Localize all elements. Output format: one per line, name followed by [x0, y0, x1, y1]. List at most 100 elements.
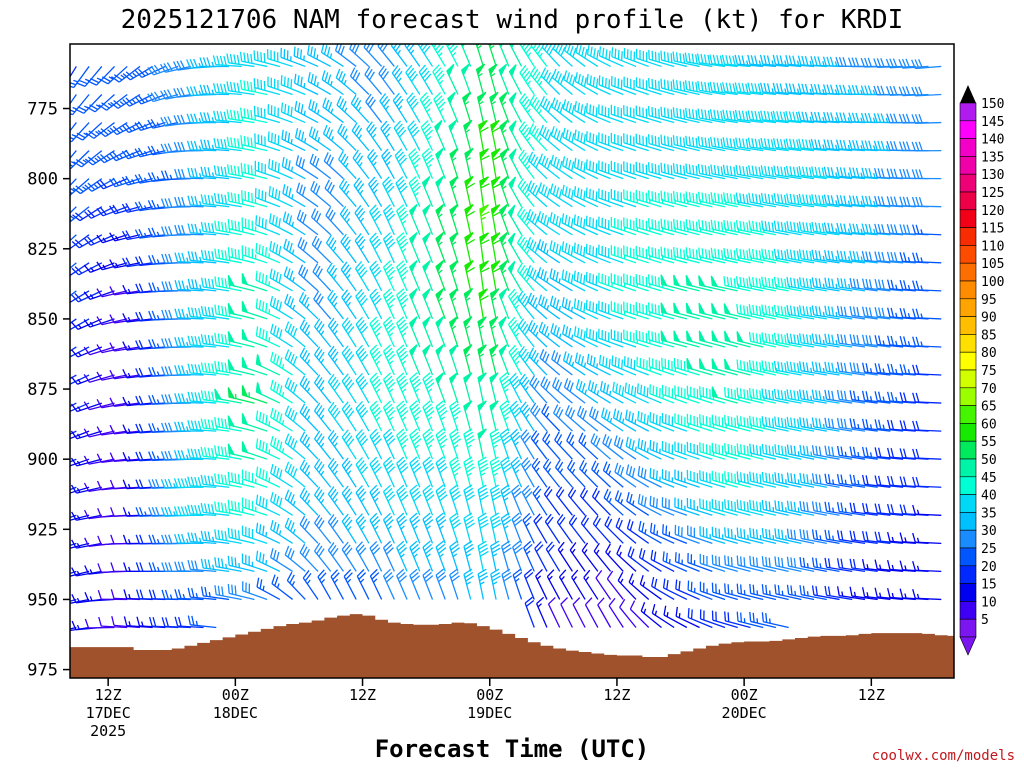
barb-feather [314, 514, 321, 524]
barb-feather [200, 530, 204, 541]
barb-feather [318, 323, 325, 333]
barb-feather [161, 617, 166, 627]
barb-feather [211, 419, 215, 430]
wind-barb [187, 167, 217, 180]
barb-staff [241, 88, 268, 96]
wind-barb [241, 190, 268, 208]
wind-barb [70, 402, 103, 413]
barb-feather [275, 355, 280, 365]
barb-feather [287, 463, 292, 474]
barb-staff [299, 383, 319, 404]
wind-barb [282, 211, 306, 236]
barb-feather [258, 244, 261, 254]
wind-barb [324, 179, 344, 208]
barb-feather [246, 109, 250, 119]
barb-feather [186, 140, 191, 151]
barb-half-feather [127, 511, 131, 517]
barb-feather [71, 567, 77, 577]
barb-feather [173, 141, 179, 152]
barb-feather [282, 211, 287, 221]
barb-half-feather [131, 178, 135, 184]
barb-feather [227, 527, 230, 538]
barb-feather [270, 379, 274, 390]
barb-feather [292, 328, 298, 338]
barb-feather [299, 211, 304, 222]
barb-staff [190, 204, 217, 208]
barb-feather [70, 376, 78, 385]
barb-feather [210, 448, 215, 458]
barb-feather [589, 160, 591, 171]
barb-feather [313, 290, 320, 300]
wind-barb [70, 570, 77, 575]
barb-feather [86, 106, 96, 113]
barb-feather [298, 291, 305, 302]
barb-feather [174, 561, 179, 571]
barb-feather [585, 271, 588, 282]
barb-staff [268, 194, 293, 208]
barb-staff [76, 486, 102, 494]
barb-staff [215, 482, 242, 488]
barb-half-feather [199, 228, 202, 234]
barb-feather [173, 88, 179, 98]
barb-feather [231, 220, 234, 230]
barb-staff [321, 79, 344, 96]
barb-feather [324, 72, 329, 82]
wind-barb [255, 494, 281, 516]
barb-feather [293, 46, 296, 57]
barb-feather [74, 108, 85, 114]
barb-feather [255, 215, 258, 225]
barb-feather [589, 329, 591, 339]
barb-feather [327, 542, 335, 551]
barb-feather [231, 472, 234, 483]
barb-feather [168, 253, 173, 264]
wind-barb [99, 65, 128, 85]
barb-feather [239, 79, 243, 90]
barb-feather [342, 264, 350, 273]
wind-barb [294, 100, 319, 124]
barb-feather [592, 274, 595, 284]
barb-feather [87, 209, 95, 218]
barb-feather [59, 433, 65, 440]
barb-feather [288, 187, 292, 198]
barb-feather [286, 240, 290, 251]
barb-staff [190, 457, 217, 460]
barb-feather [318, 351, 325, 361]
barb-feather [265, 330, 268, 341]
barb-feather [595, 303, 598, 314]
barb-staff [177, 401, 204, 404]
barb-feather [211, 251, 215, 261]
barb-feather [318, 520, 325, 529]
wind-barb [340, 261, 357, 292]
barb-feather [297, 129, 302, 140]
barb-half-feather [76, 460, 81, 466]
wind-barb [214, 220, 242, 236]
wind-barb [267, 131, 293, 152]
barb-feather [243, 52, 246, 63]
barb-feather [226, 109, 230, 119]
barb-half-feather [65, 600, 67, 604]
wind-barb [226, 164, 255, 180]
barb-feather [316, 377, 323, 386]
barb-feather [297, 75, 300, 85]
wind-barb [83, 346, 115, 356]
barb-feather [595, 275, 598, 286]
barb-feather [255, 410, 259, 421]
barb-staff [297, 218, 319, 236]
barb-staff [164, 625, 191, 629]
barb-feather [84, 537, 90, 547]
barb-staff [70, 374, 77, 380]
barb-feather [111, 616, 115, 626]
barb-feather [76, 132, 86, 139]
barb-staff [190, 372, 217, 376]
wind-barb [296, 182, 319, 208]
barb-staff [216, 257, 242, 264]
barb-feather [207, 335, 211, 345]
barb-feather [341, 401, 349, 410]
barb-feather [151, 310, 157, 321]
barb-feather [224, 475, 228, 485]
barb-feather [234, 557, 237, 568]
wind-barb [299, 431, 319, 460]
barb-feather [341, 208, 349, 218]
barb-feather [304, 324, 310, 334]
barb-half-feather [320, 386, 325, 392]
